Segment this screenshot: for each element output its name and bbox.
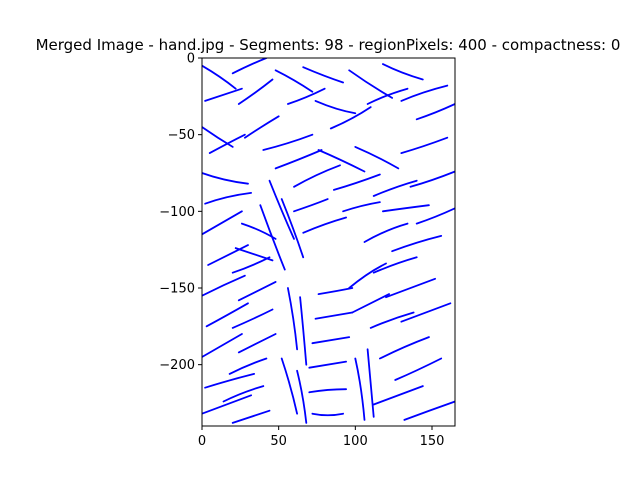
stroke-line-9 <box>205 302 249 328</box>
stroke-line-18 <box>302 66 344 84</box>
stroke-line-46 <box>385 277 436 299</box>
stroke-line-41 <box>363 222 409 243</box>
stroke-line-32 <box>372 179 418 197</box>
stroke-line-52 <box>403 400 455 421</box>
stroke-line-15 <box>244 115 280 139</box>
plot-frame <box>201 57 456 427</box>
stroke-line-61 <box>287 287 298 351</box>
stroke-line-57 <box>311 336 351 345</box>
stroke-line-16 <box>274 69 314 93</box>
stroke-line-71 <box>228 357 268 375</box>
stroke-line-60 <box>311 412 344 417</box>
stroke-line-14 <box>237 78 274 105</box>
y-tick-label-1: −50 <box>168 128 195 143</box>
stroke-line-0 <box>202 64 237 90</box>
stroke-line-45 <box>372 256 418 274</box>
stroke-line-37 <box>280 198 305 259</box>
stroke-series-layer <box>202 58 455 424</box>
stroke-line-24 <box>400 84 449 102</box>
x-tick-label-1: 50 <box>270 434 287 449</box>
stroke-line-47 <box>400 302 452 323</box>
stroke-line-1 <box>204 87 243 102</box>
stroke-line-64 <box>296 369 308 424</box>
stroke-line-62 <box>299 296 308 366</box>
stroke-line-34 <box>409 170 455 188</box>
stroke-line-67 <box>231 256 271 274</box>
stroke-line-11 <box>204 373 255 389</box>
stroke-line-3 <box>208 133 246 154</box>
stroke-line-25 <box>415 103 455 121</box>
stroke-line-33 <box>400 136 449 154</box>
stroke-line-10 <box>202 333 243 358</box>
stroke-line-42 <box>382 204 430 213</box>
stroke-line-19 <box>314 100 357 115</box>
x-tick-label-2: 100 <box>343 434 368 449</box>
stroke-line-48 <box>369 311 415 329</box>
stroke-line-72 <box>222 385 265 403</box>
stroke-line-66 <box>366 348 375 418</box>
stroke-line-44 <box>415 207 455 225</box>
stroke-line-43 <box>391 235 443 253</box>
x-tick-label-3: 150 <box>420 434 445 449</box>
stroke-line-56 <box>314 311 354 320</box>
stroke-line-70 <box>237 333 277 354</box>
stroke-line-63 <box>280 357 298 415</box>
axes: 0 50 100 150 0 −50 −100 −150 −200 <box>159 52 456 449</box>
stroke-line-59 <box>308 388 347 394</box>
stroke-line-49 <box>379 336 430 360</box>
stroke-line-26 <box>262 133 314 151</box>
stroke-line-51 <box>372 385 424 406</box>
y-tick-label-3: −150 <box>159 282 195 297</box>
stroke-line-2 <box>202 126 234 148</box>
chart-title: Merged Image - hand.jpg - Segments: 98 -… <box>36 36 621 54</box>
stroke-line-21 <box>348 69 393 99</box>
stroke-line-29 <box>317 149 366 173</box>
stroke-line-13 <box>231 58 268 75</box>
stroke-line-75 <box>234 247 274 262</box>
stroke-line-12 <box>202 394 252 415</box>
stroke-line-5 <box>204 192 252 205</box>
stroke-line-68 <box>237 281 277 302</box>
stroke-line-17 <box>287 87 326 105</box>
stroke-line-39 <box>302 216 347 234</box>
stroke-line-28 <box>293 164 341 188</box>
stroke-line-27 <box>274 149 323 170</box>
stroke-line-6 <box>202 210 243 236</box>
stroke-line-22 <box>366 87 409 105</box>
stroke-line-20 <box>329 106 372 130</box>
stroke-line-65 <box>354 357 366 421</box>
stroke-line-40 <box>342 201 381 213</box>
stroke-line-7 <box>207 244 249 266</box>
stroke-line-4 <box>202 172 249 185</box>
stroke-line-54 <box>351 293 390 314</box>
stroke-line-69 <box>231 308 274 329</box>
stroke-line-30 <box>333 173 381 191</box>
stroke-line-35 <box>268 179 295 240</box>
y-tick-label-4: −200 <box>159 358 195 373</box>
y-tick-label-2: −100 <box>159 205 195 220</box>
x-tick-label-0: 0 <box>198 434 206 449</box>
stroke-line-74 <box>241 222 277 240</box>
stroke-line-36 <box>259 204 286 271</box>
stroke-line-23 <box>382 63 424 81</box>
stroke-line-73 <box>231 409 271 424</box>
y-tick-label-0: 0 <box>187 52 195 67</box>
stroke-line-55 <box>317 287 354 295</box>
stroke-line-31 <box>354 146 400 170</box>
stroke-line-58 <box>308 360 347 369</box>
stroke-line-53 <box>348 262 387 289</box>
stroke-line-50 <box>394 357 443 381</box>
stroke-line-8 <box>202 274 246 297</box>
stroke-line-38 <box>293 198 329 213</box>
